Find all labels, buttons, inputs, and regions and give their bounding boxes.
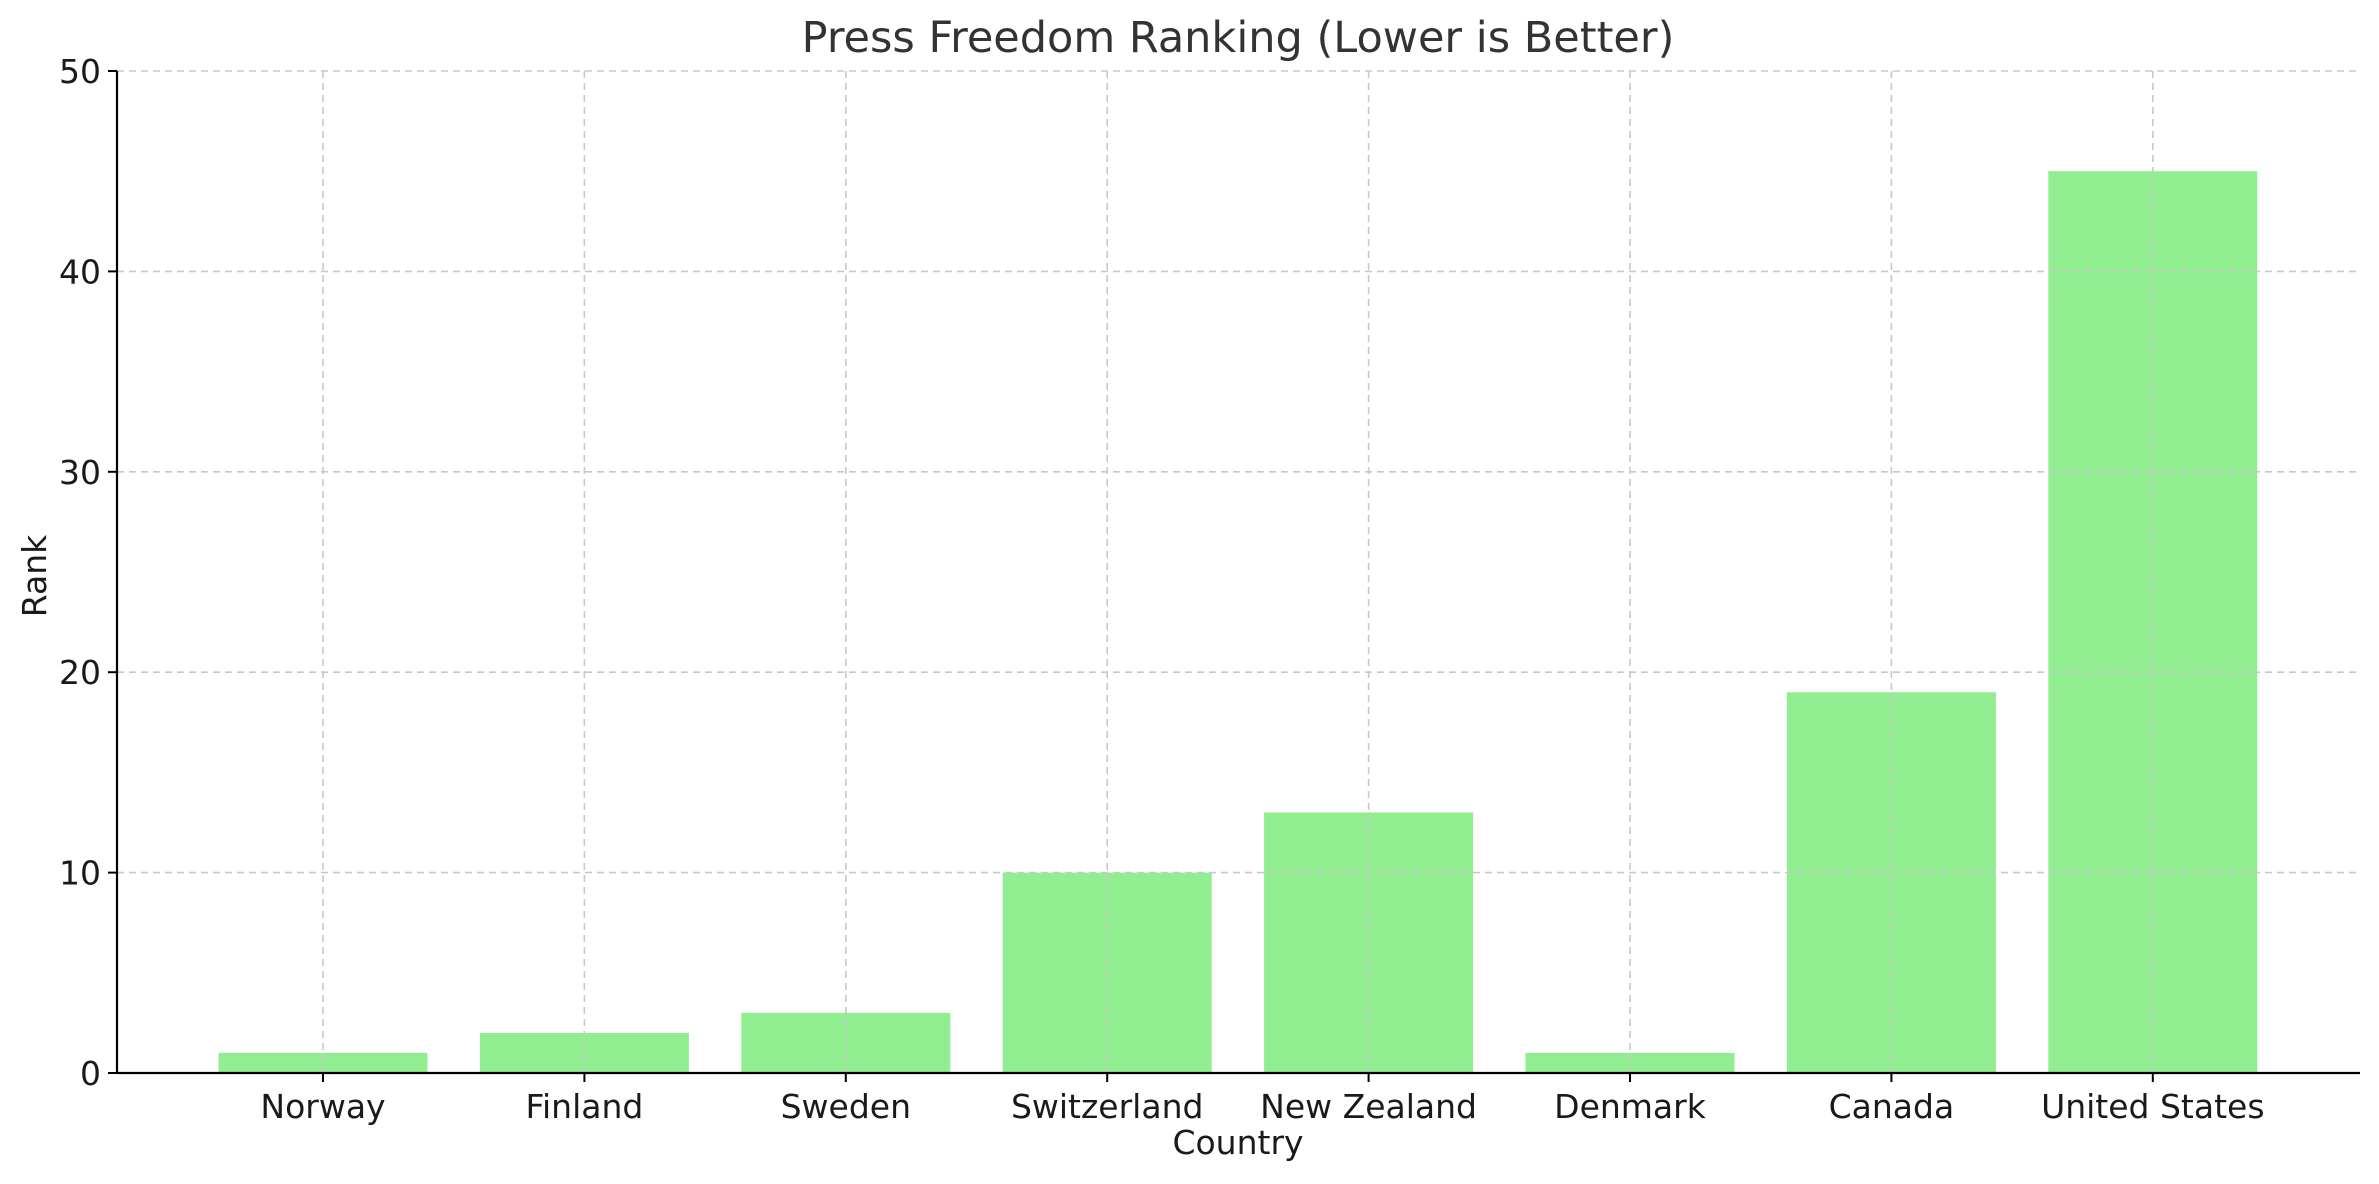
bar-norway [218,1052,428,1073]
tick-labels: 0 10 20 30 40 50 Norway Finland Sweden Switzerlan… [59,52,2265,1126]
x-tick-label: New Zealand [1260,1087,1477,1126]
y-tick-label: 20 [59,653,101,692]
y-tick-label: 0 [80,1054,101,1093]
y-tick-label: 30 [59,453,101,492]
x-tick-label: Denmark [1554,1087,1707,1126]
y-tick-label: 40 [59,252,101,291]
bars [218,171,2258,1073]
bar-united-states [2048,171,2258,1073]
x-tick-label: Norway [260,1087,385,1126]
y-tick-label: 50 [59,52,101,91]
x-tick-label: Finland [525,1087,643,1126]
x-tick-label: Switzerland [1011,1087,1204,1126]
x-axis-label: Country [1172,1123,1303,1162]
bar-denmark [1525,1052,1735,1073]
x-tick-label: Canada [1829,1087,1955,1126]
y-tick-label: 10 [59,854,101,893]
y-axis-label: Rank [15,534,54,617]
axes [108,70,2360,1082]
x-tick-label: Sweden [781,1087,911,1126]
x-tick-label: United States [2041,1087,2264,1126]
grid-lines [117,70,2360,1074]
bar-finland [479,1032,689,1073]
chart-title: Press Freedom Ranking (Lower is Better) [802,13,1675,63]
